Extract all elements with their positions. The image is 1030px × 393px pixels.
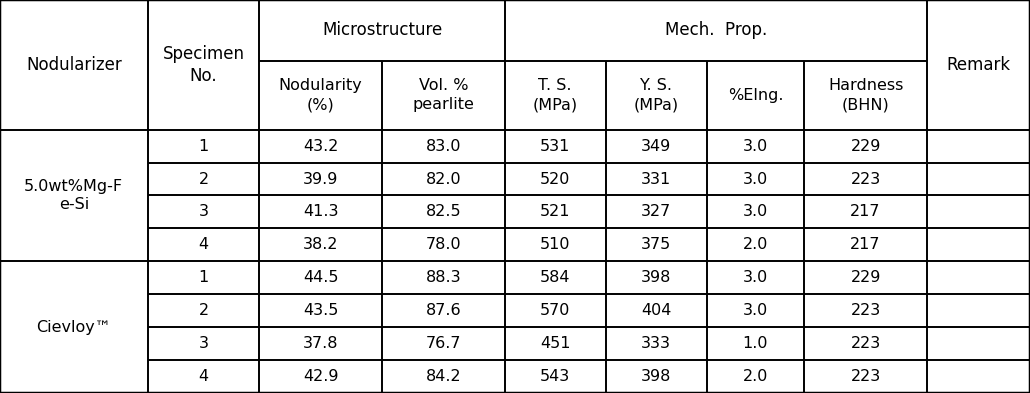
Text: 42.9: 42.9 (303, 369, 339, 384)
Text: Mech.  Prop.: Mech. Prop. (664, 22, 767, 39)
Text: 510: 510 (540, 237, 571, 252)
Text: 223: 223 (851, 336, 881, 351)
Text: 43.5: 43.5 (303, 303, 339, 318)
Text: %Elng.: %Elng. (727, 88, 783, 103)
Text: 5.0wt%Mg-F
e-Si: 5.0wt%Mg-F e-Si (25, 179, 124, 212)
Text: 76.7: 76.7 (425, 336, 461, 351)
Text: 41.3: 41.3 (303, 204, 339, 219)
Text: 404: 404 (641, 303, 672, 318)
Text: 3.0: 3.0 (743, 303, 768, 318)
Text: 520: 520 (540, 171, 571, 187)
Text: 1: 1 (199, 139, 209, 154)
Text: 2: 2 (199, 171, 208, 187)
Text: 217: 217 (851, 237, 881, 252)
Text: 543: 543 (540, 369, 571, 384)
Text: Nodularizer: Nodularizer (26, 56, 122, 74)
Text: 223: 223 (851, 369, 881, 384)
Text: 531: 531 (540, 139, 571, 154)
Text: T. S.
(MPa): T. S. (MPa) (533, 79, 578, 112)
Text: 398: 398 (641, 369, 672, 384)
Text: Specimen
No.: Specimen No. (163, 45, 244, 85)
Text: 521: 521 (540, 204, 571, 219)
Text: Y. S.
(MPa): Y. S. (MPa) (633, 79, 679, 112)
Text: 3.0: 3.0 (743, 139, 768, 154)
Text: 37.8: 37.8 (303, 336, 339, 351)
Text: 223: 223 (851, 303, 881, 318)
Text: 4: 4 (199, 237, 208, 252)
Text: Microstructure: Microstructure (322, 22, 442, 39)
Text: 4: 4 (199, 369, 208, 384)
Text: 3: 3 (199, 204, 208, 219)
Text: 3: 3 (199, 336, 208, 351)
Text: 2.0: 2.0 (743, 237, 768, 252)
Text: 82.0: 82.0 (425, 171, 461, 187)
Text: 229: 229 (851, 270, 881, 285)
Text: 375: 375 (641, 237, 672, 252)
Text: 38.2: 38.2 (303, 237, 339, 252)
Text: 82.5: 82.5 (425, 204, 461, 219)
Text: Remark: Remark (947, 56, 1010, 74)
Text: 333: 333 (641, 336, 672, 351)
Text: 217: 217 (851, 204, 881, 219)
Text: 1: 1 (199, 270, 209, 285)
Text: 331: 331 (641, 171, 672, 187)
Text: 584: 584 (540, 270, 571, 285)
Text: 78.0: 78.0 (425, 237, 461, 252)
Text: Hardness
(BHN): Hardness (BHN) (828, 79, 903, 112)
Text: 229: 229 (851, 139, 881, 154)
Text: 2.0: 2.0 (743, 369, 768, 384)
Text: Nodularity
(%): Nodularity (%) (279, 79, 363, 112)
Text: 84.2: 84.2 (425, 369, 461, 384)
Text: 3.0: 3.0 (743, 171, 768, 187)
Text: 39.9: 39.9 (303, 171, 339, 187)
Text: 3.0: 3.0 (743, 204, 768, 219)
Text: 43.2: 43.2 (303, 139, 339, 154)
Text: 44.5: 44.5 (303, 270, 339, 285)
Text: 349: 349 (641, 139, 672, 154)
Text: 83.0: 83.0 (425, 139, 461, 154)
Text: 2: 2 (199, 303, 208, 318)
Text: Vol. %
pearlite: Vol. % pearlite (412, 79, 474, 112)
Text: 88.3: 88.3 (425, 270, 461, 285)
Text: 398: 398 (641, 270, 672, 285)
Text: 3.0: 3.0 (743, 270, 768, 285)
Text: 87.6: 87.6 (425, 303, 461, 318)
Text: 223: 223 (851, 171, 881, 187)
Text: Cievloy™: Cievloy™ (36, 320, 111, 335)
Text: 1.0: 1.0 (743, 336, 768, 351)
Text: 327: 327 (641, 204, 672, 219)
Text: 451: 451 (540, 336, 571, 351)
Text: 570: 570 (540, 303, 571, 318)
